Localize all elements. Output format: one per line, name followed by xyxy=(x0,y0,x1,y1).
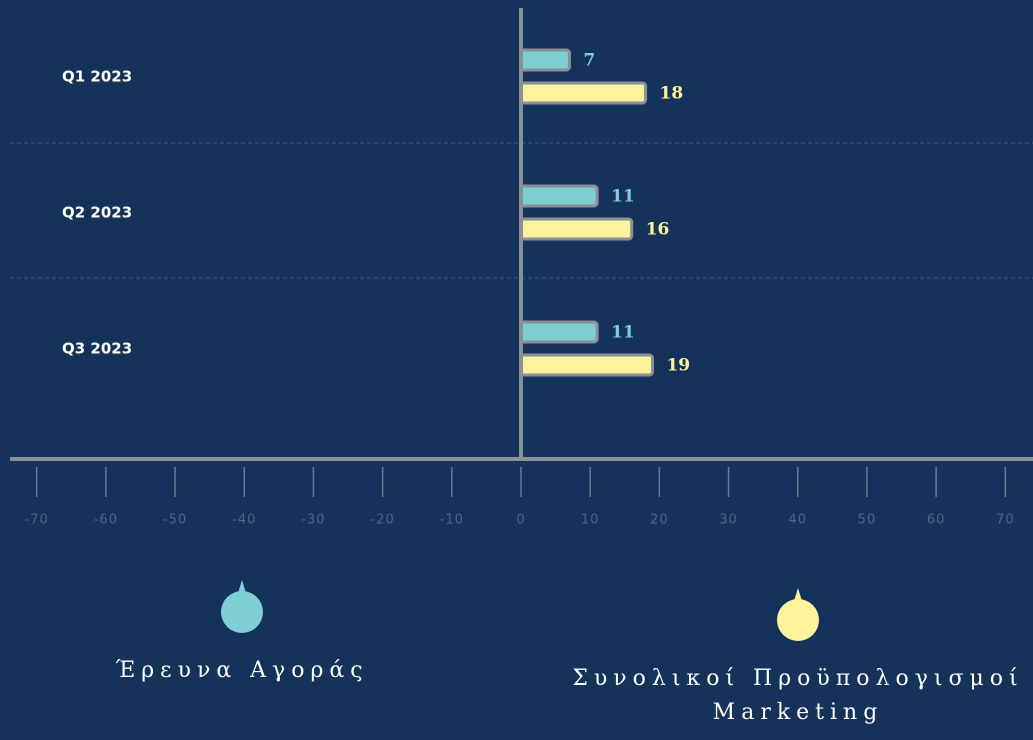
value-label: 11 xyxy=(611,323,635,343)
bar xyxy=(519,217,634,241)
legend-marker xyxy=(777,599,819,641)
bar xyxy=(519,48,571,72)
value-label: 7 xyxy=(583,51,595,71)
legend-marker xyxy=(221,591,263,633)
x-tick-label: -30 xyxy=(301,513,325,528)
value-label: 19 xyxy=(666,356,690,376)
category-label: Q1 2023 xyxy=(62,68,132,86)
legend-marker xyxy=(794,588,802,601)
legend-marker xyxy=(238,580,246,593)
x-tick-label: 30 xyxy=(719,513,738,528)
x-tick-label: 50 xyxy=(858,513,877,528)
category-label: Q2 2023 xyxy=(62,204,132,222)
bar xyxy=(519,81,648,105)
x-tick-label: 60 xyxy=(927,513,946,528)
x-tick-label: 20 xyxy=(650,513,669,528)
x-tick-label: 40 xyxy=(788,513,807,528)
x-tick-label: -20 xyxy=(371,513,395,528)
x-tick-label: -70 xyxy=(25,513,49,528)
x-tick-label: 70 xyxy=(996,513,1015,528)
bar xyxy=(519,184,599,208)
value-label: 11 xyxy=(611,187,635,207)
x-tick-label: 0 xyxy=(516,513,525,528)
x-tick-label: -50 xyxy=(163,513,187,528)
bar xyxy=(519,353,654,377)
category-label: Q3 2023 xyxy=(62,340,132,358)
value-label: 16 xyxy=(646,220,670,240)
legend-label: Συνολικοί Προϋπολογισμοί Marketing xyxy=(572,666,1024,725)
x-tick-label: -60 xyxy=(94,513,118,528)
value-label: 18 xyxy=(660,84,684,104)
legend-label: Έρευνα Αγοράς xyxy=(115,658,369,683)
x-tick-label: -40 xyxy=(232,513,256,528)
x-tick-label: -10 xyxy=(440,513,464,528)
bar xyxy=(519,320,599,344)
x-tick-label: 10 xyxy=(581,513,600,528)
